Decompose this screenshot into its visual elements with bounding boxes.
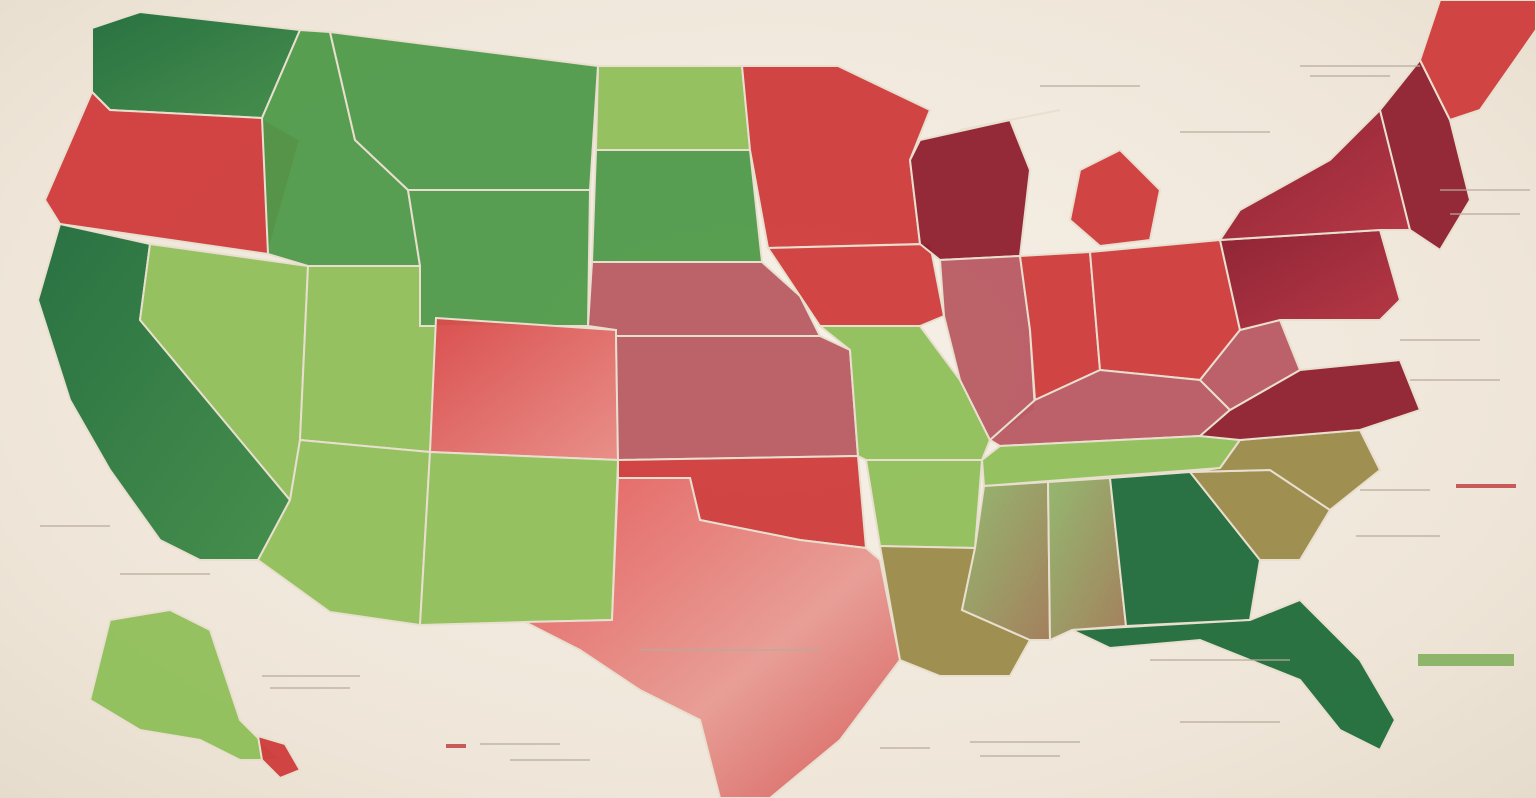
annotation-bar	[1418, 654, 1514, 666]
state-wy[interactable]	[406, 189, 592, 327]
state-tx[interactable]	[524, 477, 902, 798]
state-ar[interactable]	[864, 459, 984, 550]
state-wv[interactable]	[1198, 318, 1302, 412]
state-hi[interactable]	[256, 734, 302, 780]
state-me[interactable]	[1418, 0, 1536, 122]
state-ut[interactable]	[298, 265, 438, 454]
state-wi[interactable]	[908, 118, 1032, 262]
state-co[interactable]	[428, 316, 620, 462]
annotation-bar	[446, 744, 466, 748]
state-mn[interactable]	[740, 65, 932, 250]
state-ak[interactable]	[88, 608, 283, 761]
state-fl[interactable]	[1071, 598, 1397, 752]
states-group	[36, 0, 1536, 798]
state-ga[interactable]	[1108, 470, 1262, 628]
state-ks[interactable]	[614, 335, 860, 462]
annotations	[40, 65, 1530, 761]
state-sd[interactable]	[590, 149, 764, 263]
state-nm[interactable]	[418, 450, 620, 627]
state-nd[interactable]	[594, 65, 752, 151]
state-pa[interactable]	[1218, 228, 1402, 332]
annotation-bar	[1456, 484, 1516, 488]
state-mi[interactable]	[959, 109, 1162, 248]
state-ny[interactable]	[1218, 108, 1412, 242]
